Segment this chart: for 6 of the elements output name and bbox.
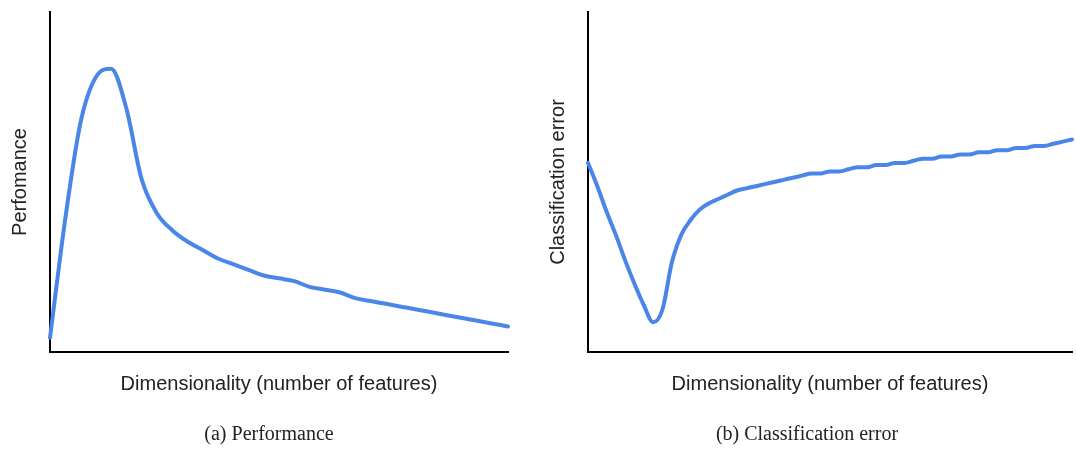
x-axis-title: Dimensionality (number of features) (671, 371, 989, 394)
text: (a) Performance (203, 422, 335, 445)
y-axis-title: Perfomance (7, 128, 30, 236)
y-axis-title: Classification error (545, 98, 568, 265)
text: (b) Classification error (714, 422, 900, 445)
x-axis-title: Dimensionality (number of features) (120, 371, 438, 394)
